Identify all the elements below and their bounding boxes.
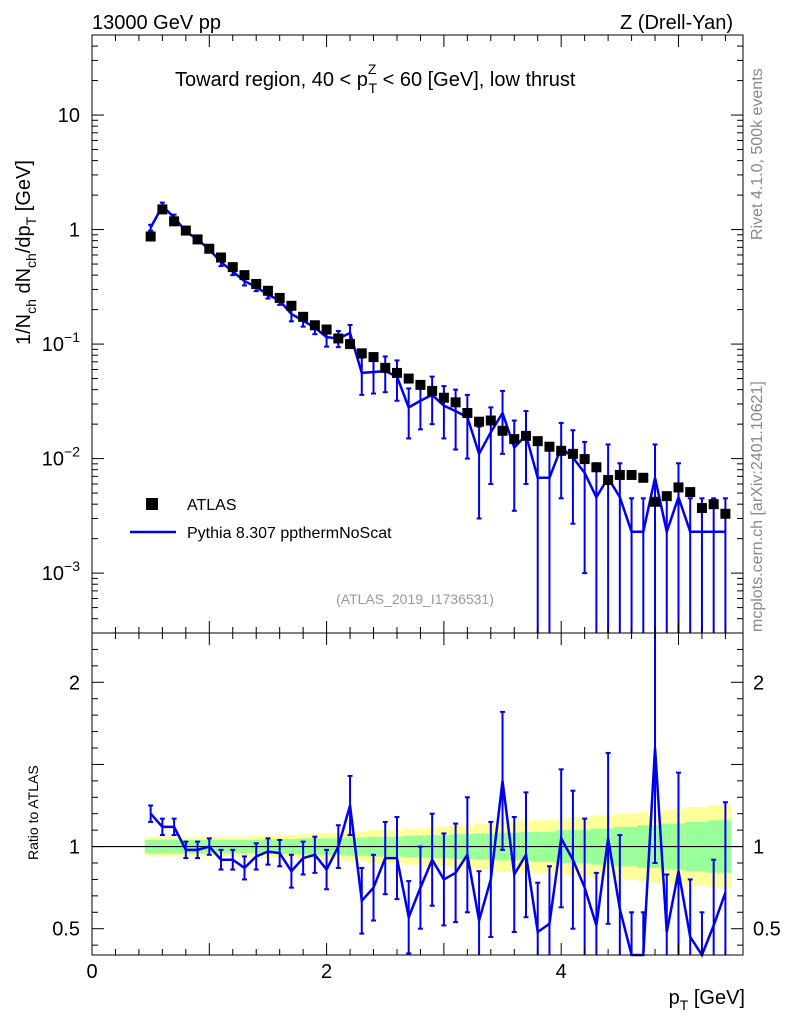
atlas-data-point	[286, 300, 297, 311]
y-tick-label: 10−1	[42, 329, 80, 356]
atlas-data-point	[415, 379, 426, 390]
ratio-pythia-line	[149, 747, 727, 958]
atlas-data-point	[321, 324, 332, 335]
x-tick-label: 4	[556, 961, 567, 983]
main-plot-frame	[91, 34, 744, 634]
axes: 0 2 4 10 1 10−1 10−2 10−3 2 2 1 1 0.5 0.5	[42, 34, 781, 983]
atlas-data-point	[485, 415, 496, 426]
ratio-y-axis-label: Ratio to ATLAS	[25, 765, 41, 860]
mcplots-label: mcplots.cern.ch [arXiv:2401.10621]	[749, 381, 766, 632]
pythia-line	[149, 204, 726, 537]
atlas-data-point	[380, 362, 391, 373]
atlas-data-point	[204, 243, 215, 254]
atlas-data-point	[474, 416, 485, 427]
atlas-data-point	[239, 270, 250, 281]
atlas-data-point	[345, 339, 356, 350]
atlas-data-point	[169, 216, 180, 227]
atlas-data-point	[544, 441, 555, 452]
ratio-pythia-series	[148, 633, 728, 958]
y-tick-label: 10−2	[42, 444, 80, 471]
atlas-data-point	[157, 204, 168, 215]
atlas-data-point	[356, 348, 367, 359]
atlas-data-point	[509, 434, 520, 445]
x-tick-label: 2	[321, 961, 332, 983]
atlas-data-point	[603, 475, 614, 486]
atlas-data-point	[251, 278, 262, 289]
atlas-data-point	[614, 469, 625, 480]
atlas-data-point	[262, 285, 273, 296]
atlas-data-point	[309, 320, 320, 331]
main-y-axis-label: 1/Nch dNch/dpT [GeV]	[13, 160, 39, 345]
ratio-y-tick-label: 2	[69, 672, 80, 694]
atlas-data-point	[427, 385, 438, 396]
atlas-data-point	[579, 454, 590, 465]
atlas-data-point	[368, 352, 379, 363]
atlas-data-point	[556, 445, 567, 456]
legend-atlas-marker	[146, 498, 158, 510]
legend-atlas-label: ATLAS	[187, 497, 237, 514]
atlas-data-point	[145, 231, 156, 242]
atlas-data-point	[661, 491, 672, 502]
atlas-data-point	[720, 508, 731, 519]
atlas-data-point	[567, 448, 578, 459]
ratio-y-tick-label-right: 0.5	[753, 919, 781, 941]
atlas-data-point	[298, 311, 309, 322]
x-tick-label: 0	[86, 961, 97, 983]
ratio-y-tick-label-right: 1	[753, 837, 764, 859]
atlas-data-point	[673, 482, 684, 493]
atlas-data-point	[650, 496, 661, 507]
x-axis-label: pT [GeV]	[669, 987, 745, 1013]
atlas-series	[145, 204, 731, 519]
atlas-data-point	[462, 408, 473, 419]
legend: ATLAS Pythia 8.307 ppthermNoScat	[130, 497, 392, 542]
atlas-data-point	[180, 225, 191, 236]
atlas-data-point	[521, 430, 531, 441]
rivet-version-label: Rivet 4.1.0, 500k events	[749, 68, 766, 240]
pythia-series	[148, 201, 728, 633]
atlas-data-point	[391, 367, 402, 378]
atlas-data-point	[497, 425, 508, 436]
atlas-data-point	[227, 262, 238, 273]
atlas-data-point	[192, 234, 203, 245]
legend-pythia-label: Pythia 8.307 ppthermNoScat	[187, 525, 392, 542]
ratio-y-tick-label: 0.5	[52, 919, 80, 941]
main-plot-title: Toward region, 40 < pZ T < 60 [GeV], low …	[175, 61, 576, 96]
y-tick-label: 10−3	[42, 558, 80, 585]
analysis-watermark: (ATLAS_2019_I1736531)	[336, 591, 494, 607]
atlas-data-point	[696, 503, 707, 514]
atlas-data-point	[685, 487, 696, 498]
atlas-data-point	[626, 469, 637, 480]
header-right: Z (Drell-Yan)	[620, 12, 733, 34]
atlas-data-point	[216, 252, 227, 263]
atlas-data-point	[333, 333, 344, 344]
header-left: 13000 GeV pp	[92, 12, 221, 34]
ratio-plot-frame	[91, 632, 744, 956]
atlas-data-point	[274, 292, 285, 303]
ratio-y-tick-label-right: 2	[753, 672, 764, 694]
atlas-data-point	[438, 392, 449, 403]
atlas-data-point	[450, 397, 461, 408]
atlas-data-point	[403, 373, 414, 384]
atlas-data-point	[708, 499, 719, 510]
atlas-data-point	[638, 472, 649, 483]
y-tick-label: 1	[69, 220, 80, 242]
ratio-y-tick-label: 1	[69, 837, 80, 859]
y-tick-label: 10	[58, 105, 80, 127]
atlas-data-point	[532, 436, 543, 447]
atlas-data-point	[591, 462, 602, 473]
